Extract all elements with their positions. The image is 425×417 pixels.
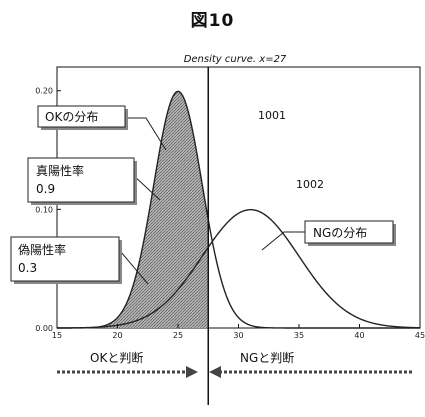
- fpr-box: [10, 236, 120, 282]
- judge-ok-label: OKと判断: [90, 350, 143, 365]
- x-tick-label: 30: [233, 331, 243, 340]
- x-tick-label: 20: [112, 331, 122, 340]
- x-tick-label: 25: [173, 331, 183, 340]
- ok-distribution-label: OKの分布: [45, 110, 98, 124]
- judge-ng-arrow: [209, 366, 414, 378]
- ok-box: [37, 105, 126, 128]
- y-tick-label: 0.10: [35, 205, 53, 214]
- fpr-callout-leader: [120, 251, 149, 285]
- judge-ng-label: NGと判断: [240, 350, 294, 365]
- judge-ok-arrow: [57, 366, 198, 378]
- figure-title: 図10: [190, 11, 235, 31]
- x-tick-label: 35: [294, 331, 304, 340]
- chart-title: Density curve. x=27: [184, 54, 287, 65]
- ng-box: [304, 220, 394, 244]
- ng-distribution-label: NGの分布: [313, 226, 367, 240]
- x-tick-label: 15: [52, 331, 62, 340]
- ng-callout-leader: [261, 231, 305, 251]
- y-tick-label: 0.20: [35, 87, 53, 96]
- fpr-label: 偽陽性率: [18, 242, 66, 257]
- y-tick-label: 0.00: [35, 324, 53, 333]
- x-tick-label: 45: [415, 331, 425, 340]
- region-label-1002: 1002: [296, 178, 324, 191]
- region-label-1001: 1001: [258, 109, 286, 122]
- tpr-callout-leader: [132, 174, 161, 201]
- ng-shaded-area: [57, 247, 209, 328]
- tpr-label: 真陽性率: [36, 163, 84, 178]
- tpr-value: 0.9: [36, 182, 55, 196]
- tpr-box: [27, 157, 135, 203]
- x-tick-label: 40: [354, 331, 364, 340]
- ok-callout-leader: [125, 117, 167, 151]
- fpr-value: 0.3: [18, 261, 37, 275]
- ok-shaded-area: [57, 91, 209, 328]
